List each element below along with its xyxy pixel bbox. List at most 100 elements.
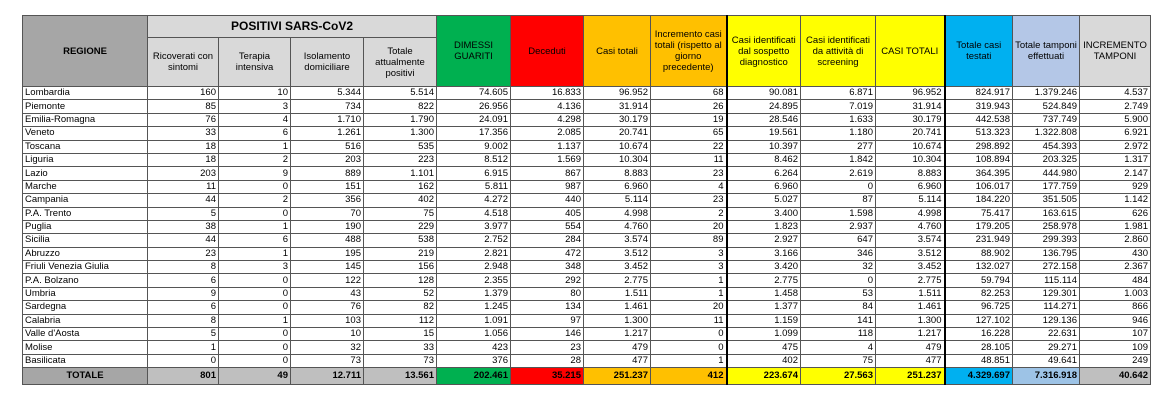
cell-4: 3.977: [436, 219, 511, 235]
cell-2: 10: [290, 327, 364, 342]
cell-13: 6.921: [1079, 126, 1151, 141]
region-name: Molise: [22, 340, 148, 355]
cell-11: 96.725: [944, 300, 1013, 315]
cell-2: 12.711: [290, 367, 364, 386]
cell-13: 109: [1079, 340, 1151, 355]
region-name: P.A. Bolzano: [22, 273, 148, 288]
cell-12: 7.316.918: [1012, 367, 1080, 386]
cell-7: 65: [650, 126, 728, 141]
table-row: Liguria 18 2 203 223 8.512 1.569 10.304 11 8.462 1…: [22, 152, 1151, 168]
cell-13: 1.317: [1079, 152, 1151, 168]
cell-12: 129.136: [1012, 313, 1080, 329]
table-row: Valle d'Aosta 5 0 10 15 1.056 146 1.217 0 1.099 11…: [22, 327, 1151, 342]
cell-1: 1: [218, 313, 291, 329]
table-row: Marche 11 0 151 162 5.811 987 6.960 4 6.960 0 6.960…: [22, 179, 1151, 195]
cell-0: 38: [147, 219, 219, 235]
cell-12: 272.158: [1012, 260, 1080, 275]
cell-3: 13.561: [363, 367, 437, 386]
cell-0: 9: [147, 286, 219, 302]
header-ricoverati: Ricoverati con sintomi: [147, 37, 219, 87]
header-deceduti: Deceduti: [510, 15, 584, 87]
cell-4: 2.821: [436, 246, 511, 262]
cell-13: 2.860: [1079, 233, 1151, 248]
cell-9: 1.633: [800, 112, 876, 128]
cell-9: 84: [800, 300, 876, 315]
cell-12: 114.271: [1012, 300, 1080, 315]
cell-12: 115.114: [1012, 273, 1080, 288]
cell-0: 8: [147, 313, 219, 329]
cell-6: 10.304: [583, 152, 651, 168]
cell-2: 190: [290, 219, 364, 235]
cell-11: 824.917: [944, 85, 1013, 101]
table-row: Abruzzo 23 1 195 219 2.821 472 3.512 3 3.166 346 3.…: [22, 246, 1151, 262]
cell-8: 6.264: [726, 166, 801, 181]
cell-3: 1.300: [363, 126, 437, 141]
cell-2: 195: [290, 246, 364, 262]
cell-4: 2.752: [436, 233, 511, 248]
region-name: Friuli Venezia Giulia: [22, 260, 148, 275]
cell-12: 299.393: [1012, 233, 1080, 248]
cell-8: 1.159: [726, 313, 801, 329]
cell-11: 82.253: [944, 286, 1013, 302]
cell-9: 27.563: [800, 367, 876, 386]
cell-1: 10: [218, 85, 291, 101]
header-totale-tamponi: Totale tamponi effettuati: [1012, 15, 1080, 87]
cell-11: 319.943: [944, 99, 1013, 114]
cell-6: 5.114: [583, 193, 651, 208]
header-terapia-intensiva: Terapia intensiva: [218, 37, 291, 87]
cell-3: 229: [363, 219, 437, 235]
region-name: Sicilia: [22, 233, 148, 248]
cell-10: 477: [875, 353, 946, 369]
cell-9: 277: [800, 139, 876, 154]
cell-4: 376: [436, 353, 511, 369]
cell-3: 15: [363, 327, 437, 342]
cell-12: 737.749: [1012, 112, 1080, 128]
cell-1: 6: [218, 126, 291, 141]
cell-10: 1.217: [875, 327, 946, 342]
cell-7: 4: [650, 179, 728, 195]
cell-3: 1.790: [363, 112, 437, 128]
cell-6: 2.775: [583, 273, 651, 288]
cell-11: 127.102: [944, 313, 1013, 329]
cell-11: 48.851: [944, 353, 1013, 369]
cell-1: 2: [218, 193, 291, 208]
cell-0: 44: [147, 233, 219, 248]
cell-11: 75.417: [944, 206, 1013, 221]
cell-10: 10.304: [875, 152, 946, 168]
cell-4: 202.461: [436, 367, 511, 386]
cell-3: 82: [363, 300, 437, 315]
cell-10: 4.760: [875, 219, 946, 235]
header-casi-totali-2: CASI TOTALI: [875, 15, 946, 87]
cell-13: 2.147: [1079, 166, 1151, 181]
cell-9: 647: [800, 233, 876, 248]
cell-3: 1.101: [363, 166, 437, 181]
region-name: Toscana: [22, 139, 148, 154]
header-isolamento: Isolamento domiciliare: [290, 37, 364, 87]
cell-11: 298.892: [944, 139, 1013, 154]
cell-8: 223.674: [726, 367, 801, 386]
cell-11: 28.105: [944, 340, 1013, 355]
cell-1: 0: [218, 327, 291, 342]
cell-2: 203: [290, 152, 364, 168]
cell-7: 412: [650, 367, 728, 386]
region-name: Calabria: [22, 313, 148, 329]
cell-8: 475: [726, 340, 801, 355]
cell-12: 524.849: [1012, 99, 1080, 114]
cell-2: 488: [290, 233, 364, 248]
cell-1: 0: [218, 179, 291, 195]
cell-9: 141: [800, 313, 876, 329]
cell-11: 59.794: [944, 273, 1013, 288]
table-row: Toscana 18 1 516 535 9.002 1.137 10.674 22 10.397…: [22, 139, 1151, 154]
cell-10: 30.179: [875, 112, 946, 128]
cell-0: 44: [147, 193, 219, 208]
cell-12: 1.322.808: [1012, 126, 1080, 141]
cell-5: 16.833: [510, 85, 584, 101]
cell-6: 1.300: [583, 313, 651, 329]
cell-4: 26.956: [436, 99, 511, 114]
table-row: Sardegna 6 0 76 82 1.245 134 1.461 20 1.377 84 1.46…: [22, 300, 1151, 315]
cell-7: 0: [650, 340, 728, 355]
cell-9: 346: [800, 246, 876, 262]
table-row: Puglia 38 1 190 229 3.977 554 4.760 20 1.823 2.937…: [22, 219, 1151, 235]
cell-10: 2.775: [875, 273, 946, 288]
cell-12: 351.505: [1012, 193, 1080, 208]
